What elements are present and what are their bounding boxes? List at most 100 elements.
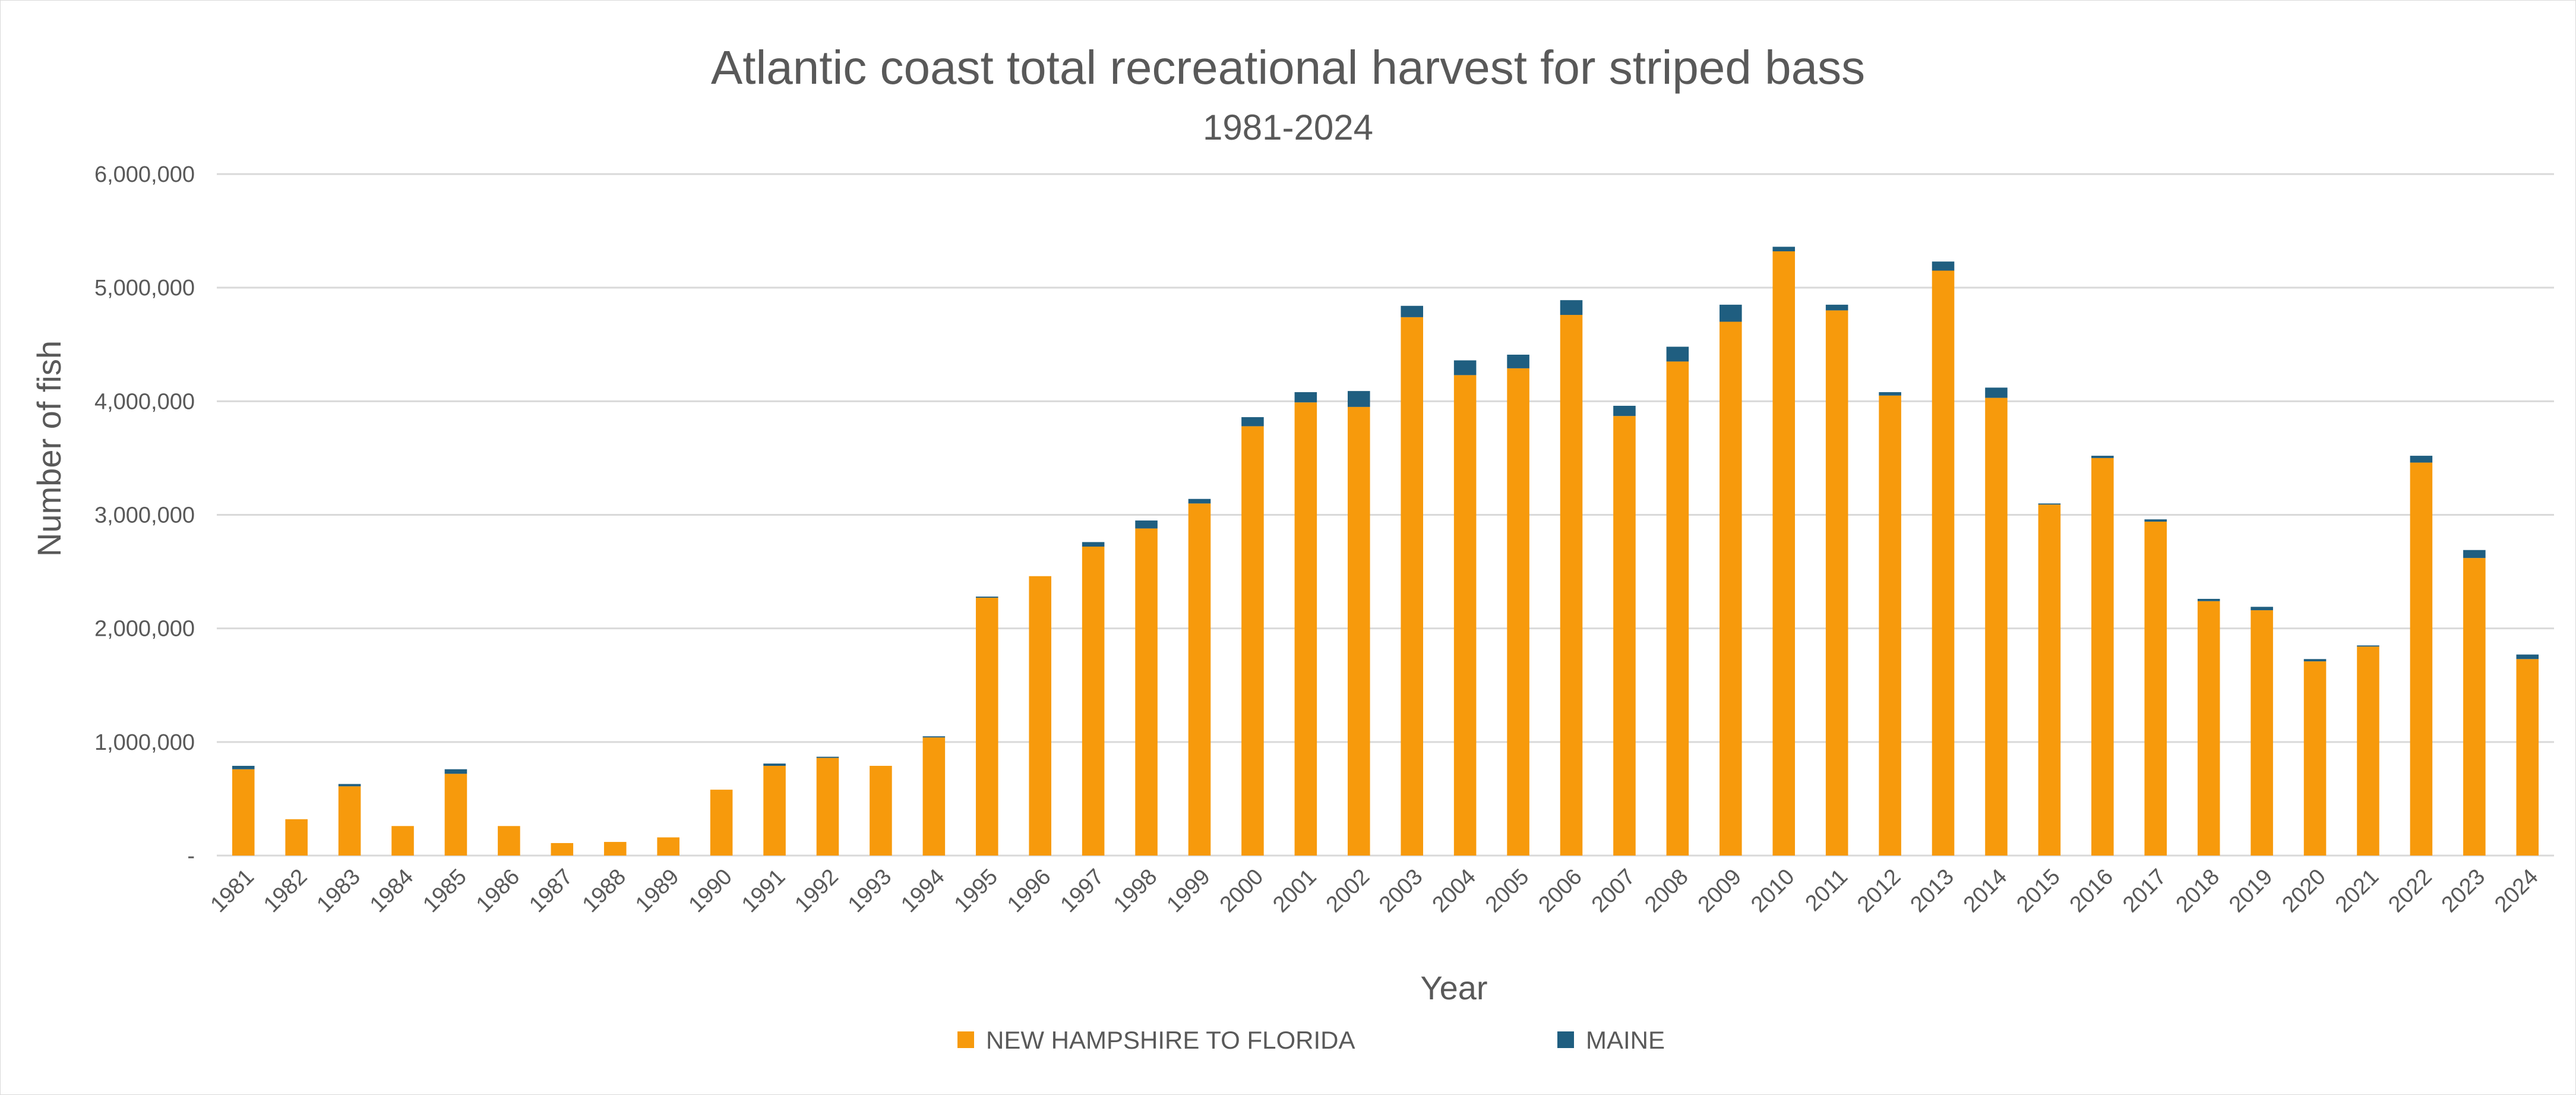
bar-maine — [1666, 346, 1689, 362]
bar-nh-to-fl — [2410, 462, 2433, 856]
chart-subtitle: 1981-2024 — [1203, 108, 1373, 147]
y-axis-title: Number of fish — [30, 340, 68, 557]
bar-maine — [1985, 387, 2008, 398]
bar-maine — [2091, 456, 2114, 458]
x-tick-label: 2012 — [1853, 864, 1905, 917]
bar-nh-to-fl — [1879, 395, 1901, 856]
x-axis-title: Year — [1420, 969, 1487, 1006]
y-tick-label: 6,000,000 — [94, 162, 195, 187]
bar-maine — [1613, 405, 1636, 416]
bar-maine — [444, 769, 467, 774]
bar-nh-to-fl — [816, 758, 839, 856]
bar-maine — [2144, 519, 2167, 522]
bar-maine — [2357, 645, 2379, 647]
bar-maine — [1560, 300, 1583, 315]
bar-maine — [1879, 392, 1901, 396]
x-tick-label: 2022 — [2384, 864, 2436, 917]
bar-nh-to-fl — [391, 826, 414, 856]
bar-maine — [2197, 598, 2220, 601]
bar-nh-to-fl — [1401, 317, 1423, 856]
x-tick-label: 1999 — [1162, 864, 1215, 917]
x-tick-label: 2017 — [2118, 864, 2171, 917]
x-tick-label: 1988 — [578, 864, 631, 917]
x-tick-label: 1986 — [472, 864, 524, 917]
x-tick-label: 2000 — [1215, 864, 1268, 917]
bar-maine — [1401, 305, 1423, 317]
y-tick-label: 3,000,000 — [94, 503, 195, 528]
bar-maine — [816, 756, 839, 758]
y-tick-label: 5,000,000 — [94, 276, 195, 301]
x-tick-label: 2014 — [1959, 864, 2012, 917]
bar-nh-to-fl — [710, 790, 733, 856]
x-tick-label: 2009 — [1693, 864, 1746, 917]
x-tick-label: 1984 — [365, 864, 418, 917]
x-tick-label: 2021 — [2331, 864, 2384, 917]
x-tick-label: 1987 — [524, 864, 577, 917]
x-tick-label: 1993 — [843, 864, 896, 917]
x-tick-label: 2004 — [1428, 864, 1481, 917]
x-tick-label: 1985 — [418, 864, 471, 917]
bar-nh-to-fl — [1294, 402, 1317, 856]
bar-nh-to-fl — [763, 765, 786, 856]
x-tick-label: 1990 — [684, 864, 737, 917]
bar-nh-to-fl — [2463, 558, 2486, 856]
bar-nh-to-fl — [2516, 659, 2539, 856]
x-tick-label: 2018 — [2172, 864, 2224, 917]
x-tick-label: 2023 — [2437, 864, 2490, 917]
bar-maine — [1188, 498, 1211, 504]
x-tick-label: 2001 — [1268, 864, 1321, 917]
x-tick-label: 2010 — [1746, 864, 1799, 917]
bar-nh-to-fl — [1666, 361, 1689, 856]
bar-maine — [338, 784, 361, 787]
bar-maine — [1507, 354, 1529, 368]
bar-nh-to-fl — [1241, 426, 1264, 856]
bars — [232, 247, 2539, 856]
legend-swatch-maine — [1557, 1031, 1574, 1048]
x-tick-label: 1994 — [896, 864, 949, 917]
x-tick-label: 2013 — [1905, 864, 1958, 917]
bar-nh-to-fl — [232, 769, 255, 856]
x-tick-label: 1996 — [1003, 864, 1055, 917]
bar-nh-to-fl — [2303, 661, 2327, 856]
y-tick-label: - — [187, 844, 195, 869]
x-tick-label: 1989 — [631, 864, 684, 917]
bar-nh-to-fl — [1932, 270, 1955, 856]
x-tick-label: 2005 — [1481, 864, 1534, 917]
bar-nh-to-fl — [1029, 576, 1051, 856]
bar-nh-to-fl — [1188, 503, 1211, 856]
chart-title: Atlantic coast total recreational harves… — [710, 41, 1866, 94]
bar-nh-to-fl — [1613, 416, 1636, 856]
bar-maine — [1082, 542, 1105, 547]
y-tick-label: 4,000,000 — [94, 389, 195, 414]
legend-label-maine: MAINE — [1586, 1026, 1665, 1054]
x-tick-label: 2016 — [2065, 864, 2118, 917]
bar-maine — [1825, 304, 1848, 311]
x-tick-label: 1992 — [790, 864, 843, 917]
bar-maine — [1348, 391, 1370, 407]
bar-maine — [2463, 550, 2486, 558]
bar-nh-to-fl — [498, 826, 520, 856]
x-tick-label: 1991 — [737, 864, 790, 917]
x-tick-label: 2003 — [1374, 864, 1427, 917]
bar-nh-to-fl — [2251, 610, 2273, 856]
x-tick-label: 2007 — [1587, 864, 1640, 917]
x-tick-label: 2002 — [1322, 864, 1374, 917]
x-tick-labels: 1981 1982 1983 1984 1985 1986 1987 1988 1989 1990… — [206, 864, 2543, 917]
bar-maine — [232, 765, 255, 769]
x-tick-label: 1982 — [259, 864, 312, 917]
bar-maine — [2303, 659, 2327, 662]
bar-nh-to-fl — [975, 598, 998, 856]
bar-nh-to-fl — [1348, 406, 1370, 856]
x-tick-label: 1981 — [206, 864, 259, 917]
bar-maine — [922, 736, 946, 738]
bar-nh-to-fl — [1453, 375, 1477, 856]
bar-nh-to-fl — [1082, 547, 1105, 856]
bar-nh-to-fl — [1507, 368, 1529, 856]
bar-maine — [1932, 261, 1955, 271]
y-tick-label: 2,000,000 — [94, 617, 195, 642]
bar-nh-to-fl — [2197, 601, 2220, 856]
bar-maine — [975, 597, 998, 598]
y-tick-label: 1,000,000 — [94, 730, 195, 755]
bar-nh-to-fl — [1772, 251, 1796, 856]
bar-maine — [2516, 654, 2539, 659]
